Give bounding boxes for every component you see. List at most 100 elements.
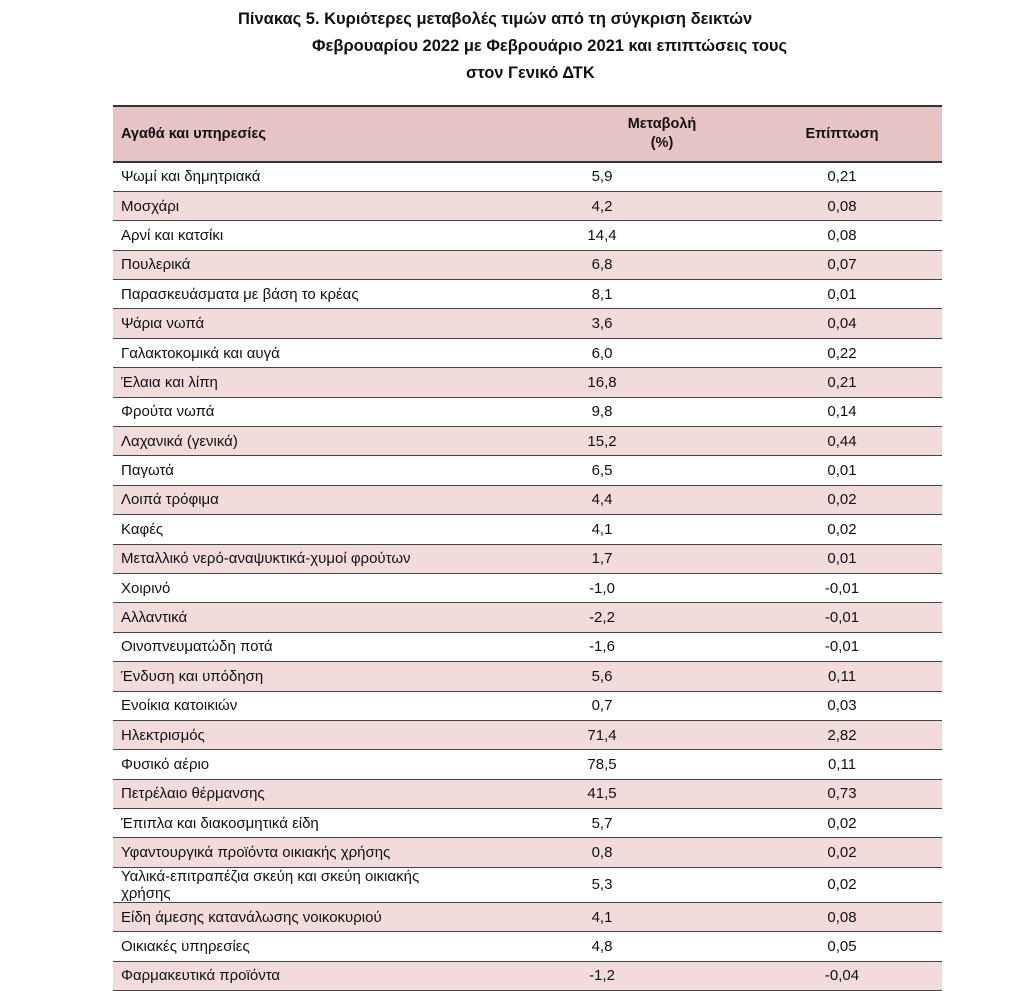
row-item: Παγωτά bbox=[121, 462, 174, 480]
row-item: Ένδυση και υπόδηση bbox=[121, 667, 264, 685]
row-change: 41,5 bbox=[587, 785, 617, 803]
row-item: Χοιρινό bbox=[121, 579, 171, 597]
row-item: Πουλερικά bbox=[121, 256, 191, 274]
row-impact: 0,21 bbox=[827, 373, 857, 391]
table-row: Φαρμακευτικά προϊόντα -1,2 -0,04 bbox=[113, 961, 942, 991]
row-item: Οικιακές υπηρεσίες bbox=[121, 937, 250, 955]
row-impact: 0,08 bbox=[827, 197, 857, 215]
table-row: Πουλερικά 6,8 0,07 bbox=[113, 250, 942, 280]
row-change: 5,9 bbox=[591, 168, 613, 186]
row-change: 4,1 bbox=[591, 908, 613, 926]
table-row: Λαχανικά (γενικά) 15,2 0,44 bbox=[113, 426, 942, 456]
table-row: Ένδυση και υπόδηση 5,6 0,11 bbox=[113, 661, 942, 692]
row-change: 4,2 bbox=[591, 197, 613, 215]
row-item: Γαλακτοκομικά και αυγά bbox=[121, 344, 280, 362]
table-row: Ηλεκτρισμός 71,4 2,82 bbox=[113, 720, 942, 750]
row-change: 3,6 bbox=[591, 315, 613, 333]
row-change: 0,8 bbox=[591, 844, 613, 862]
row-impact: 0,11 bbox=[827, 667, 857, 685]
table-row: Χοιρινό -1,0 -0,01 bbox=[113, 573, 942, 603]
row-change: 4,8 bbox=[591, 937, 613, 955]
row-impact: 0,02 bbox=[827, 814, 857, 832]
table-row: Υφαντουργικά προϊόντα οικιακής χρήσης 0,8… bbox=[113, 837, 942, 868]
header-change-line2: (%) bbox=[650, 135, 674, 151]
row-item: Φαρμακευτικά προϊόντα bbox=[121, 967, 281, 985]
row-item: Οινοπνευματώδη ποτά bbox=[121, 638, 273, 656]
row-impact: -0,04 bbox=[824, 967, 860, 985]
row-item: Ψωμί και δημητριακά bbox=[121, 168, 261, 186]
row-item: Έλαια και λίπη bbox=[121, 373, 218, 391]
row-item: Μεταλλικό νερό-αναψυκτικά-χυμοί φρούτων bbox=[121, 550, 411, 568]
row-impact: 0,08 bbox=[827, 226, 857, 244]
row-item: Μοσχάρι bbox=[121, 197, 180, 215]
table-row: Λοιπά τρόφιμα 4,4 0,02 bbox=[113, 485, 942, 515]
row-impact: 0,01 bbox=[827, 550, 857, 568]
table-row: Είδη άμεσης κατανάλωσης νοικοκυριού 4,1 0,… bbox=[113, 902, 942, 932]
row-impact: 0,07 bbox=[827, 256, 857, 274]
row-change: 5,6 bbox=[591, 667, 613, 685]
row-change: 6,8 bbox=[591, 256, 613, 274]
header-change: Μεταβολή (%) bbox=[462, 106, 742, 162]
row-impact: 0,14 bbox=[827, 403, 857, 421]
row-impact: 0,21 bbox=[827, 168, 857, 186]
row-change: 5,7 bbox=[591, 814, 613, 832]
row-impact: 0,02 bbox=[827, 876, 857, 894]
row-impact: 0,73 bbox=[827, 785, 857, 803]
row-impact: 0,22 bbox=[827, 344, 857, 362]
table-row: Μοσχάρι 4,2 0,08 bbox=[113, 191, 942, 221]
row-item: Ηλεκτρισμός bbox=[121, 726, 205, 744]
table-row: Οικιακές υπηρεσίες 4,8 0,05 bbox=[113, 932, 942, 962]
row-impact: 0,02 bbox=[827, 520, 857, 538]
title-line-1: Πίνακας 5. Κυριότερες μεταβολές τιμών απ… bbox=[238, 10, 753, 28]
table-title: Πίνακας 5. Κυριότερες μεταβολές τιμών απ… bbox=[0, 6, 1024, 87]
row-item: Φυσικό αέριο bbox=[121, 756, 210, 773]
table-row: Ψωμί και δημητριακά 5,9 0,21 bbox=[113, 162, 942, 192]
table-header-row: Αγαθά και υπηρεσίες Μεταβολή (%) Επίπτωση bbox=[113, 106, 942, 162]
row-change: 78,5 bbox=[587, 756, 617, 773]
row-change: -2,2 bbox=[589, 609, 615, 627]
row-impact: -0,01 bbox=[824, 579, 860, 597]
table-row: Οινοπνευματώδη ποτά -1,6 -0,01 bbox=[113, 632, 942, 662]
row-change: 1,7 bbox=[591, 550, 613, 568]
row-item: Υαλικά-επιτραπέζια σκεύη και σκεύη οικια… bbox=[121, 867, 420, 902]
table-row: Μεταλλικό νερό-αναψυκτικά-χυμοί φρούτων 1… bbox=[113, 544, 942, 574]
row-impact: 0,03 bbox=[827, 697, 857, 715]
row-change: 71,4 bbox=[587, 726, 617, 744]
table-row: Παρασκευάσματα με βάση το κρέας 8,1 0,01 bbox=[113, 280, 942, 309]
row-item: Καφές bbox=[121, 520, 164, 538]
table-row: Ενοίκια κατοικιών 0,7 0,03 bbox=[113, 691, 942, 721]
row-impact: 0,02 bbox=[827, 491, 857, 509]
header-impact: Επίπτωση bbox=[805, 125, 879, 142]
row-item: Πετρέλαιο θέρμανσης bbox=[121, 785, 265, 803]
row-change: -1,0 bbox=[589, 579, 615, 597]
row-impact: 0,44 bbox=[827, 432, 857, 450]
row-change: 5,3 bbox=[591, 876, 613, 894]
row-change: 15,2 bbox=[587, 432, 617, 450]
table-row: Αρνί και κατσίκι 14,4 0,08 bbox=[113, 221, 942, 251]
title-line-2: Φεβρουαρίου 2022 με Φεβρουάριο 2021 και … bbox=[312, 37, 788, 55]
row-item: Είδη άμεσης κατανάλωσης νοικοκυριού bbox=[121, 908, 382, 926]
row-impact: 0,01 bbox=[827, 285, 857, 303]
table-row: Φυσικό αέριο 78,5 0,11 bbox=[113, 750, 942, 780]
row-impact: 0,02 bbox=[827, 844, 857, 862]
row-item: Ενοίκια κατοικιών bbox=[121, 697, 238, 715]
row-impact: 0,04 bbox=[827, 315, 857, 333]
row-item: Λοιπά τρόφιμα bbox=[121, 491, 219, 509]
price-changes-table: Αγαθά και υπηρεσίες Μεταβολή (%) Επίπτωση… bbox=[113, 105, 942, 991]
row-change: -1,2 bbox=[589, 967, 615, 985]
row-item: Αρνί και κατσίκι bbox=[121, 226, 224, 244]
row-change: -1,6 bbox=[589, 638, 615, 656]
table-row: Γαλακτοκομικά και αυγά 6,0 0,22 bbox=[113, 338, 942, 368]
table-row: Αλλαντικά -2,2 -0,01 bbox=[113, 602, 942, 633]
row-item: Λαχανικά (γενικά) bbox=[121, 432, 238, 450]
table-row: Υαλικά-επιτραπέζια σκεύη και σκεύη οικια… bbox=[113, 867, 942, 903]
table-row: Παγωτά 6,5 0,01 bbox=[113, 456, 942, 486]
row-change: 16,8 bbox=[587, 373, 617, 391]
row-change: 6,0 bbox=[591, 344, 613, 362]
row-impact: 0,08 bbox=[827, 908, 857, 926]
row-item: Παρασκευάσματα με βάση το κρέας bbox=[121, 285, 359, 303]
row-change: 8,1 bbox=[591, 285, 613, 303]
table-row: Πετρέλαιο θέρμανσης 41,5 0,73 bbox=[113, 779, 942, 809]
table-row: Καφές 4,1 0,02 bbox=[113, 515, 942, 545]
table-row: Έλαια και λίπη 16,8 0,21 bbox=[113, 367, 942, 398]
